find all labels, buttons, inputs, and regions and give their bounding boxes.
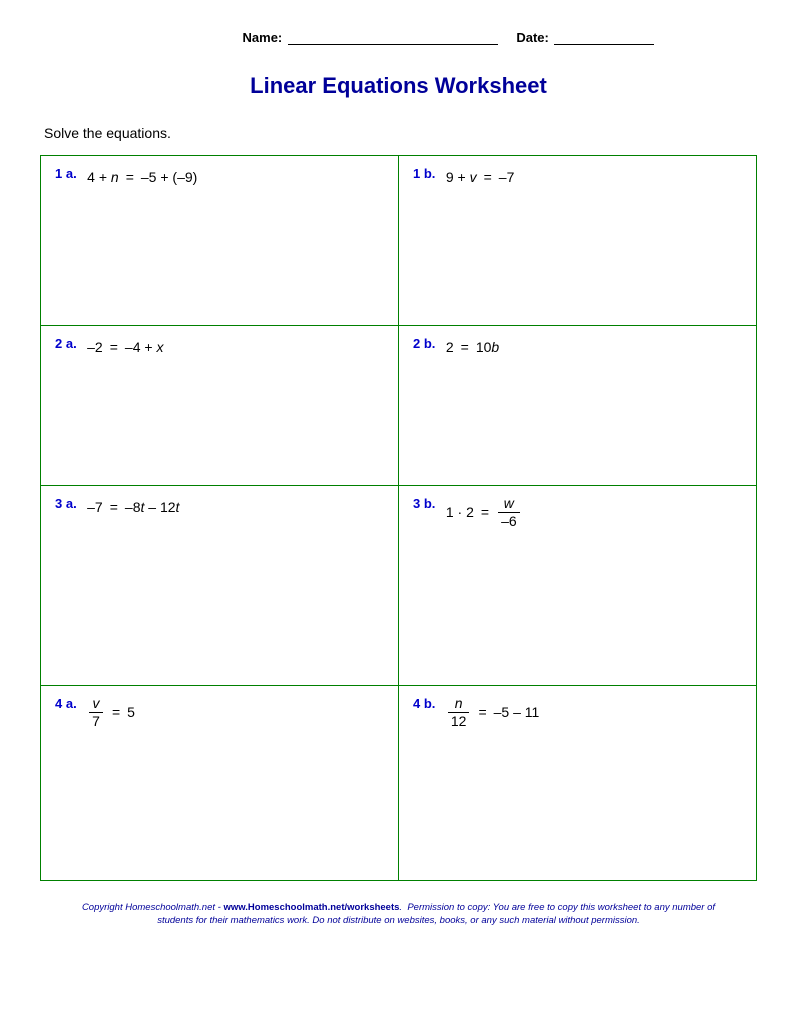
worksheet-page: Name: Date: Linear Equations Worksheet S… — [0, 0, 797, 1024]
header-line: Name: Date: — [40, 30, 757, 45]
problem-label: 3 a. — [55, 496, 77, 511]
permission-label: Permission to copy: — [407, 902, 490, 913]
problem-label: 2 b. — [413, 336, 435, 351]
instruction-text: Solve the equations. — [44, 125, 757, 141]
problem-cell-4a: 4 a. v7=5 — [41, 686, 399, 881]
equation: 2=10b — [446, 336, 499, 360]
problem-row: 1 a. 4 + n=–5 + (–9) 1 b. 9 + v=–7 — [41, 156, 757, 326]
equation: –7=–8t – 12t — [87, 496, 179, 520]
problem-cell-1a: 1 a. 4 + n=–5 + (–9) — [41, 156, 399, 326]
problem-cell-1b: 1 b. 9 + v=–7 — [399, 156, 757, 326]
equation: 1 · 2=w–6 — [446, 496, 522, 530]
name-blank — [288, 44, 498, 45]
problem-cell-3a: 3 a. –7=–8t – 12t — [41, 486, 399, 686]
copyright-prefix: Copyright Homeschoolmath.net - — [82, 902, 224, 913]
equation: 4 + n=–5 + (–9) — [87, 166, 197, 190]
problem-row: 3 a. –7=–8t – 12t 3 b. 1 · 2=w–6 — [41, 486, 757, 686]
footer: Copyright Homeschoolmath.net - www.Homes… — [40, 901, 757, 928]
date-blank — [554, 44, 654, 45]
equation: –2=–4 + x — [87, 336, 163, 360]
problem-label: 1 b. — [413, 166, 435, 181]
problem-row: 4 a. v7=5 4 b. n12=–5 – 11 — [41, 686, 757, 881]
equation: n12=–5 – 11 — [446, 696, 539, 730]
problem-cell-3b: 3 b. 1 · 2=w–6 — [399, 486, 757, 686]
problem-row: 2 a. –2=–4 + x 2 b. 2=10b — [41, 326, 757, 486]
date-label: Date: — [516, 30, 549, 45]
equation: 9 + v=–7 — [446, 166, 515, 190]
problem-label: 4 b. — [413, 696, 435, 711]
problem-cell-2a: 2 a. –2=–4 + x — [41, 326, 399, 486]
problem-label: 1 a. — [55, 166, 77, 181]
problem-cell-2b: 2 b. 2=10b — [399, 326, 757, 486]
equation: v7=5 — [87, 696, 135, 730]
source-link[interactable]: www.Homeschoolmath.net/worksheets — [223, 902, 399, 913]
problem-label: 3 b. — [413, 496, 435, 511]
problem-grid: 1 a. 4 + n=–5 + (–9) 1 b. 9 + v=–7 2 a. … — [40, 155, 757, 881]
name-label: Name: — [243, 30, 283, 45]
problem-label: 2 a. — [55, 336, 77, 351]
page-title: Linear Equations Worksheet — [40, 73, 757, 99]
problem-label: 4 a. — [55, 696, 77, 711]
problem-cell-4b: 4 b. n12=–5 – 11 — [399, 686, 757, 881]
